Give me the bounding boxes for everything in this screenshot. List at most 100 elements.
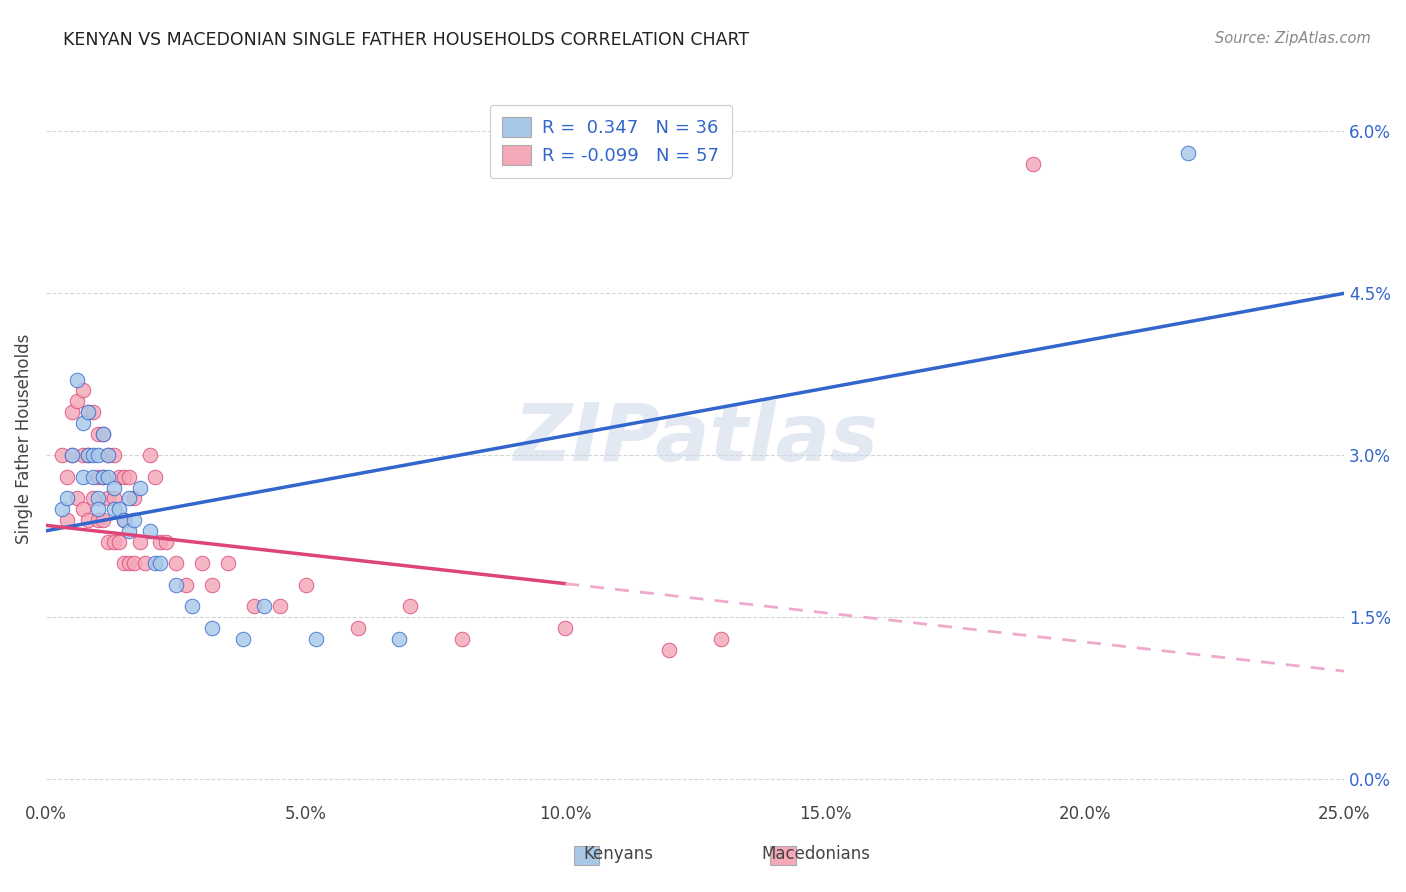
Point [118, 524, 141, 538]
Point [103, 502, 125, 516]
Point [97, 470, 120, 484]
Point [51, 448, 73, 462]
Point [112, 470, 135, 484]
Point [91, 470, 114, 484]
Point [108, 534, 131, 549]
Point [155, 534, 177, 549]
Point [1177, 146, 1199, 161]
Point [143, 470, 166, 484]
FancyBboxPatch shape [770, 846, 796, 865]
Point [124, 513, 146, 527]
Point [87, 491, 110, 506]
Point [91, 426, 114, 441]
Point [118, 491, 141, 506]
Point [305, 632, 328, 646]
Point [124, 556, 146, 570]
Point [346, 621, 368, 635]
Point [103, 534, 125, 549]
Point [191, 556, 214, 570]
Point [76, 448, 98, 462]
Point [60, 448, 83, 462]
Point [87, 470, 110, 484]
Text: Kenyans: Kenyans [583, 846, 654, 863]
Point [112, 513, 135, 527]
Point [112, 513, 135, 527]
Point [82, 405, 104, 419]
Point [56, 470, 79, 484]
Point [201, 621, 224, 635]
Point [253, 599, 276, 614]
FancyBboxPatch shape [574, 846, 599, 865]
Point [82, 491, 104, 506]
Point [76, 405, 98, 419]
Point [710, 632, 733, 646]
Point [149, 556, 172, 570]
Point [91, 426, 114, 441]
Point [91, 513, 114, 527]
Legend: R =  0.347   N = 36, R = -0.099   N = 57: R = 0.347 N = 36, R = -0.099 N = 57 [489, 104, 731, 178]
Point [118, 470, 141, 484]
Point [97, 448, 120, 462]
Point [87, 448, 110, 462]
Point [128, 481, 150, 495]
Text: KENYAN VS MACEDONIAN SINGLE FATHER HOUSEHOLDS CORRELATION CHART: KENYAN VS MACEDONIAN SINGLE FATHER HOUSE… [63, 31, 749, 49]
Point [176, 578, 198, 592]
Point [72, 416, 94, 430]
Point [76, 513, 98, 527]
Point [108, 502, 131, 516]
Point [149, 534, 172, 549]
Point [66, 373, 89, 387]
Point [66, 394, 89, 409]
Point [1021, 157, 1043, 171]
Point [91, 470, 114, 484]
Point [103, 491, 125, 506]
Point [56, 491, 79, 506]
Point [82, 448, 104, 462]
Point [97, 448, 120, 462]
Point [60, 448, 83, 462]
Point [232, 632, 254, 646]
Text: ZIPatlas: ZIPatlas [513, 400, 877, 478]
Point [165, 578, 187, 592]
Point [72, 384, 94, 398]
Point [72, 502, 94, 516]
Text: Source: ZipAtlas.com: Source: ZipAtlas.com [1215, 31, 1371, 46]
Point [60, 405, 83, 419]
Point [97, 534, 120, 549]
Point [56, 513, 79, 527]
Point [294, 578, 316, 592]
Point [201, 578, 224, 592]
Point [269, 599, 291, 614]
Point [180, 599, 202, 614]
Point [450, 632, 472, 646]
Point [76, 448, 98, 462]
Point [87, 513, 110, 527]
Point [66, 491, 89, 506]
Point [76, 405, 98, 419]
Point [72, 448, 94, 462]
Point [87, 426, 110, 441]
Point [82, 470, 104, 484]
Point [398, 599, 420, 614]
Point [139, 524, 162, 538]
Point [128, 534, 150, 549]
Point [118, 556, 141, 570]
Point [388, 632, 411, 646]
Point [112, 556, 135, 570]
Text: Macedonians: Macedonians [761, 846, 870, 863]
Point [243, 599, 266, 614]
Point [97, 491, 120, 506]
Point [658, 642, 681, 657]
Point [165, 556, 187, 570]
Point [143, 556, 166, 570]
Point [139, 448, 162, 462]
Point [72, 470, 94, 484]
Point [108, 470, 131, 484]
Y-axis label: Single Father Households: Single Father Households [15, 334, 32, 544]
Point [124, 491, 146, 506]
Point [51, 502, 73, 516]
Point [87, 502, 110, 516]
Point [103, 481, 125, 495]
Point [134, 556, 156, 570]
Point [217, 556, 239, 570]
